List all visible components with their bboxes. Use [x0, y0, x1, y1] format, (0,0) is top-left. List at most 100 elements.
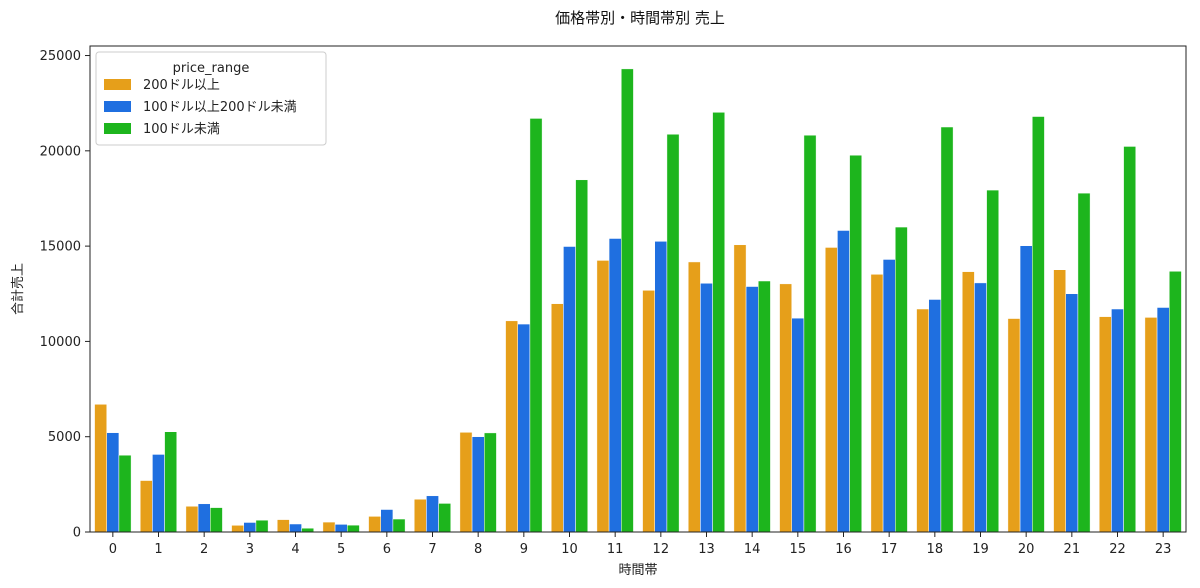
- bar-7-series-0: [413, 498, 427, 533]
- bar-22-series-1: [1111, 308, 1124, 533]
- x-tick-label: 17: [881, 542, 898, 557]
- bar-4-series-0: [276, 519, 290, 533]
- bar-10-series-2: [575, 179, 589, 533]
- x-tick-label: 18: [927, 542, 944, 557]
- bar-3-series-1: [243, 522, 257, 533]
- x-tick-label: 19: [972, 542, 989, 557]
- y-tick-label: 15000: [40, 240, 81, 255]
- bar-11-series-0: [596, 260, 610, 533]
- bar-13-series-1: [700, 283, 713, 533]
- bar-7-series-2: [438, 503, 452, 533]
- bar-3-series-0: [231, 525, 245, 533]
- bar-20-series-1: [1019, 245, 1033, 533]
- bar-2-series-0: [185, 506, 199, 533]
- bar-12-series-0: [642, 290, 656, 533]
- bar-4-series-1: [289, 523, 302, 533]
- bar-19-series-0: [961, 271, 975, 533]
- x-tick-label: 2: [200, 542, 208, 557]
- bar-20-series-0: [1007, 318, 1021, 533]
- legend-swatch-1: [104, 101, 131, 112]
- bar-8-series-0: [459, 432, 473, 533]
- y-tick-label: 20000: [40, 144, 81, 159]
- bar-0-series-0: [94, 404, 107, 533]
- x-tick-label: 12: [653, 542, 670, 557]
- x-tick-label: 16: [835, 542, 852, 557]
- bar-17-series-1: [882, 259, 896, 533]
- x-tick-label: 4: [291, 542, 299, 557]
- bar-21-series-1: [1065, 293, 1079, 533]
- x-tick-label: 20: [1018, 542, 1035, 557]
- bar-8-series-1: [471, 436, 485, 533]
- bar-16-series-1: [837, 230, 850, 533]
- bar-21-series-2: [1077, 192, 1091, 533]
- bar-20-series-2: [1032, 116, 1045, 533]
- y-tick-label: 25000: [40, 49, 81, 64]
- legend-label-1: 100ドル以上200ドル未満: [143, 100, 297, 115]
- x-tick-label: 8: [474, 542, 482, 557]
- bar-1-series-1: [152, 454, 165, 533]
- bars: [94, 68, 1182, 533]
- bar-2-series-2: [210, 507, 223, 533]
- chart-title: 価格帯別・時間帯別 売上: [555, 9, 725, 27]
- y-axis: 0 5000 10000 15000 20000 25000: [40, 49, 90, 541]
- bar-13-series-2: [712, 112, 726, 533]
- bar-15-series-2: [803, 134, 817, 533]
- bar-10-series-0: [550, 303, 564, 533]
- bar-8-series-2: [484, 432, 497, 533]
- bar-13-series-0: [687, 261, 701, 533]
- bar-19-series-2: [986, 189, 1000, 533]
- x-tick-label: 22: [1109, 542, 1126, 557]
- bar-16-series-0: [824, 247, 838, 533]
- bar-9-series-1: [517, 323, 531, 533]
- legend-title: price_range: [173, 61, 250, 76]
- bar-22-series-2: [1123, 146, 1137, 533]
- bar-14-series-0: [733, 244, 747, 533]
- y-tick-label: 10000: [40, 335, 81, 350]
- bar-22-series-0: [1098, 316, 1112, 533]
- x-tick-label: 5: [337, 542, 345, 557]
- x-tick-label: 21: [1064, 542, 1081, 557]
- bar-9-series-0: [505, 320, 519, 533]
- bar-4-series-2: [301, 527, 315, 533]
- x-tick-label: 0: [109, 542, 117, 557]
- bar-17-series-0: [870, 274, 884, 533]
- plot-frame: [89, 45, 1187, 533]
- bar-17-series-2: [895, 226, 908, 533]
- legend-box: [95, 51, 327, 146]
- bar-18-series-1: [928, 299, 942, 533]
- x-axis: 0 1 2 3 4 5 6 7 8 9 10 11 12 13 14 15 16 17 18 19 20 21 22 23: [109, 532, 1172, 557]
- bar-11-series-2: [621, 68, 634, 533]
- bar-1-series-2: [164, 431, 178, 533]
- bar-18-series-0: [916, 308, 930, 533]
- bar-3-series-2: [255, 519, 269, 533]
- bar-9-series-2: [529, 118, 543, 533]
- x-tick-label: 9: [520, 542, 528, 557]
- bar-19-series-1: [974, 282, 987, 533]
- bar-10-series-1: [563, 246, 576, 533]
- bar-5-series-2: [347, 524, 360, 533]
- x-tick-label: 13: [698, 542, 715, 557]
- bar-14-series-2: [758, 280, 771, 533]
- bar-0-series-1: [106, 432, 120, 533]
- bar-2-series-1: [197, 503, 211, 533]
- bar-18-series-2: [940, 126, 954, 533]
- x-tick-label: 1: [154, 542, 162, 557]
- bar-1-series-0: [139, 480, 153, 533]
- x-tick-label: 6: [383, 542, 391, 557]
- x-tick-label: 11: [607, 542, 624, 557]
- legend-swatch-0: [104, 79, 131, 90]
- bar-5-series-0: [322, 521, 336, 533]
- bar-5-series-1: [334, 524, 348, 533]
- bar-15-series-1: [791, 317, 805, 533]
- bar-0-series-2: [118, 454, 132, 533]
- bar-14-series-1: [745, 286, 759, 533]
- bar-6-series-1: [380, 509, 394, 533]
- legend-label-2: 100ドル未満: [143, 122, 220, 137]
- legend: price_range 200ドル以上 100ドル以上200ドル未満 100ドル未満: [95, 51, 327, 146]
- y-tick-label: 5000: [48, 430, 81, 445]
- x-tick-label: 23: [1155, 542, 1172, 557]
- bar-23-series-1: [1156, 307, 1170, 533]
- bar-11-series-1: [608, 238, 622, 533]
- bar-16-series-2: [849, 154, 863, 533]
